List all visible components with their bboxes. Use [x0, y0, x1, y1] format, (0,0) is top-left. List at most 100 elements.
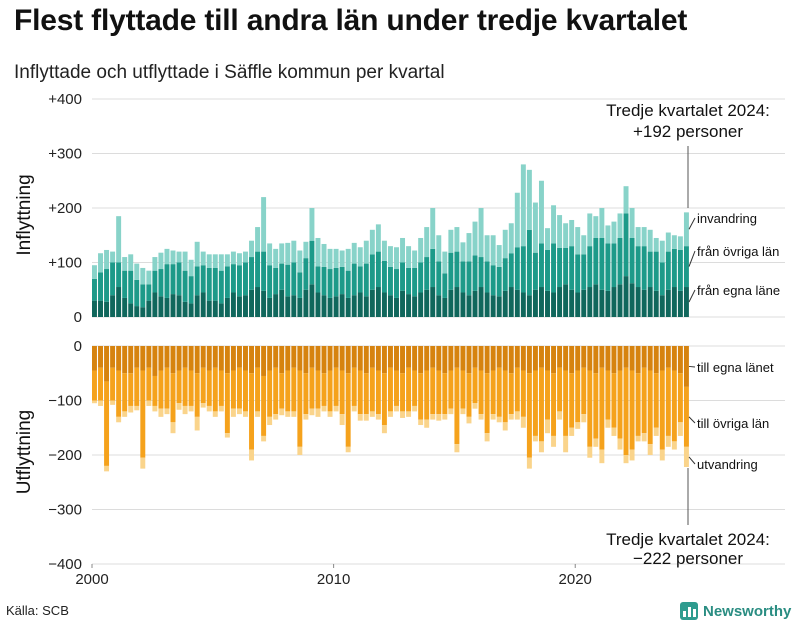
- bar-segment: [134, 263, 140, 280]
- bar-segment: [351, 242, 357, 264]
- bar-segment: [575, 346, 581, 371]
- bar-segment: [128, 303, 134, 317]
- bar-segment: [158, 370, 164, 409]
- bar-segment: [255, 227, 261, 252]
- bar-segment: [424, 227, 430, 258]
- bar-segment: [206, 370, 212, 406]
- bar-segment: [170, 346, 176, 374]
- bar-segment: [243, 251, 248, 263]
- bar-segment: [321, 295, 327, 317]
- bar-segment: [128, 270, 134, 304]
- bar-segment: [593, 284, 599, 317]
- bar-segment: [122, 270, 128, 298]
- bar-segment: [357, 266, 363, 293]
- bar-segment: [400, 237, 406, 263]
- bar-segment: [152, 405, 158, 412]
- bar-segment: [599, 208, 605, 238]
- bar-segment: [218, 346, 224, 371]
- bar-segment: [224, 373, 230, 434]
- bar-segment: [484, 433, 490, 442]
- bar-segment: [218, 370, 224, 406]
- bar-segment: [381, 346, 387, 374]
- bar-segment: [104, 249, 110, 270]
- bar-segment: [146, 284, 152, 301]
- bar-segment: [436, 261, 442, 296]
- bar-segment: [116, 216, 122, 263]
- bar-segment: [176, 251, 182, 263]
- bar-segment: [194, 416, 200, 431]
- bar-segment: [593, 237, 599, 285]
- bar-segment: [200, 251, 206, 266]
- bar-segment: [448, 229, 454, 253]
- bar-segment: [406, 346, 412, 368]
- x-tick-label: 2010: [317, 571, 350, 588]
- bar-segment: [273, 367, 279, 415]
- chart-subtitle: Inflyttade och utflyttade i Säffle kommu…: [14, 62, 445, 83]
- bar-segment: [315, 266, 321, 293]
- y-tick-label: −300: [48, 502, 82, 519]
- bar-segment: [683, 287, 689, 317]
- bar-segment: [357, 292, 363, 317]
- bar-segment: [502, 370, 508, 423]
- bar-segment: [647, 229, 653, 252]
- bar-segment: [170, 422, 176, 434]
- bar-segment: [164, 408, 170, 415]
- bar-segment: [412, 405, 418, 412]
- newsworthy-logo[interactable]: Newsworthy: [680, 600, 791, 622]
- bar-segment: [212, 367, 218, 412]
- bar-segment: [140, 284, 146, 308]
- bar-segment: [297, 250, 303, 273]
- bar-segment: [436, 414, 442, 421]
- y-axis-title: Utflyttning: [14, 410, 35, 494]
- bar-segment: [635, 227, 641, 247]
- bar-segment: [460, 292, 466, 317]
- y-tick-label: −400: [48, 556, 82, 573]
- bar-segment: [605, 243, 611, 291]
- bar-segment: [339, 294, 345, 317]
- bar-segment: [158, 252, 164, 270]
- bar-segment: [363, 263, 369, 297]
- bar-segment: [538, 180, 544, 244]
- bar-segment: [212, 267, 218, 301]
- x-tick-label: 2000: [75, 571, 108, 588]
- bar-segment: [496, 245, 502, 267]
- bar-segment: [279, 243, 285, 264]
- legend-leader: [688, 250, 696, 267]
- bar-segment: [327, 269, 333, 298]
- bar-segment: [182, 301, 188, 317]
- bar-segment: [176, 346, 182, 371]
- bar-segment: [327, 297, 333, 317]
- bar-segment: [309, 284, 315, 317]
- bar-segment: [375, 370, 381, 415]
- bar-segment: [635, 435, 641, 442]
- bar-segment: [92, 300, 97, 317]
- bar-segment: [176, 370, 182, 404]
- bar-segment: [152, 375, 158, 406]
- bar-segment: [526, 229, 532, 296]
- bar-segment: [611, 427, 617, 436]
- bar-segment: [532, 346, 538, 371]
- bar-segment: [538, 243, 544, 288]
- bar-segment: [671, 235, 677, 249]
- bar-segment: [176, 295, 182, 317]
- bar-segment: [224, 346, 230, 374]
- bar-segment: [303, 414, 309, 420]
- bar-segment: [170, 373, 176, 423]
- bar-segment: [532, 202, 538, 253]
- bar-segment: [557, 367, 563, 412]
- annotation-top-line1: Tredje kvartalet 2024:: [606, 101, 770, 120]
- bar-segment: [327, 346, 333, 371]
- bar-segment: [406, 411, 412, 417]
- bar-segment: [406, 367, 412, 412]
- bar-segment: [683, 386, 689, 447]
- bar-segment: [677, 422, 683, 436]
- bar-segment: [387, 266, 393, 296]
- bar-segment: [484, 261, 490, 293]
- bar-segment: [647, 444, 653, 455]
- bar-segment: [92, 265, 97, 279]
- bar-segment: [629, 370, 635, 450]
- bar-segment: [545, 419, 550, 434]
- bar-segment: [104, 269, 110, 302]
- bar-segment: [454, 346, 460, 368]
- bar-segment: [297, 297, 303, 317]
